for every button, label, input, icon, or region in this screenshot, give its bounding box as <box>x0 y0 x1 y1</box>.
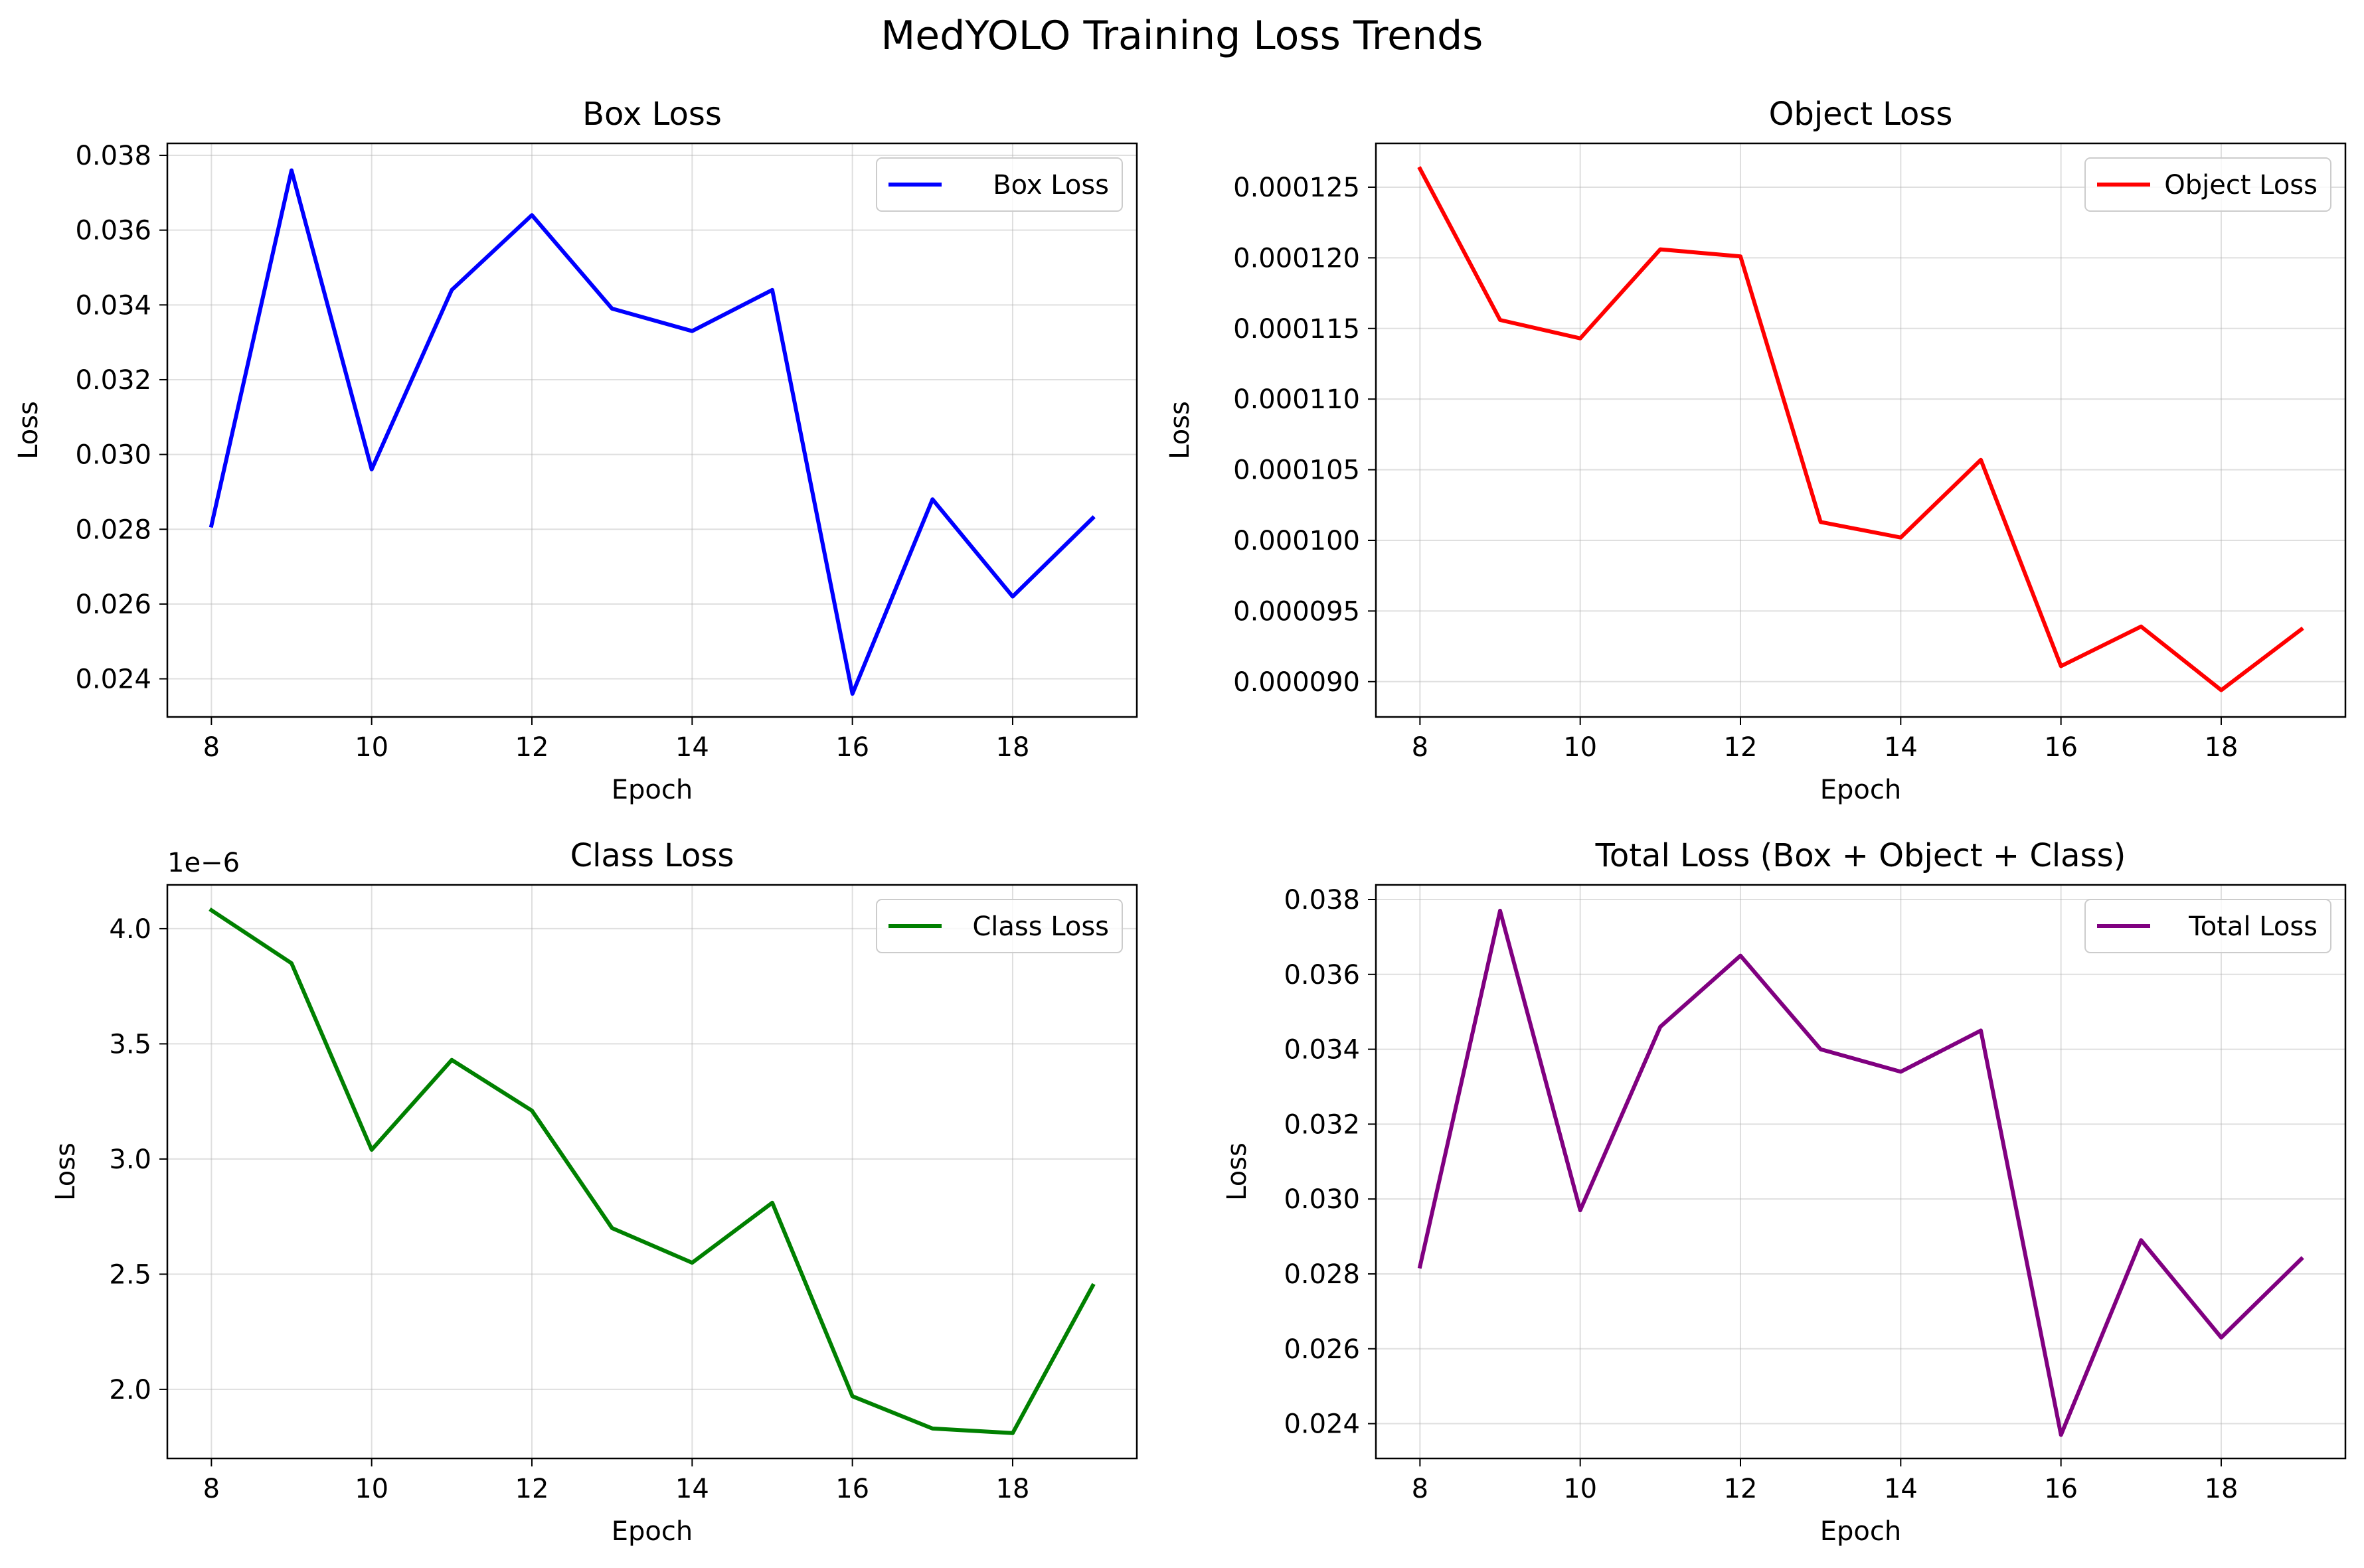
box-loss-series-line <box>209 168 1096 696</box>
x-tick-label: 12 <box>1724 1474 1758 1504</box>
x-tick-label: 12 <box>515 1474 549 1504</box>
y-tick-label: 0.036 <box>1284 960 1360 990</box>
box-loss-axes-frame <box>166 142 1138 718</box>
y-tick-label: 0.038 <box>1284 885 1360 915</box>
x-tick-label: 10 <box>355 1474 388 1504</box>
y-tick-label: 0.000090 <box>1233 667 1360 698</box>
y-tick-label: 4.0 <box>109 914 151 945</box>
object-loss-title: Object Loss <box>1769 96 1953 133</box>
x-tick-label: 8 <box>203 1474 220 1504</box>
legend-box <box>876 157 1123 212</box>
object-loss-y-axis-label: Loss <box>1165 401 1195 459</box>
x-tick-label: 8 <box>1412 1474 1428 1504</box>
y-tick-label: 0.038 <box>75 141 151 171</box>
y-tick-label: 0.030 <box>75 440 151 471</box>
total-loss-x-axis-label: Epoch <box>1820 1516 1901 1547</box>
y-tick-label: 2.5 <box>109 1259 151 1290</box>
x-tick-label: 16 <box>2044 1474 2078 1504</box>
legend-label: Total Loss <box>2188 911 2318 942</box>
object-loss-legend: Object Loss <box>2084 157 2331 212</box>
subplot-grid: 8 10 12 14 16 18 0.024 0.026 0.028 0.030 0.032 0.03… <box>13 96 2347 1547</box>
y-tick-label: 0.032 <box>1284 1109 1360 1140</box>
y-tick-label: 0.028 <box>75 514 151 545</box>
y-tick-label: 0.000095 <box>1233 596 1360 627</box>
x-tick-label: 18 <box>996 732 1030 763</box>
x-tick-label: 14 <box>1884 732 1918 763</box>
legend-box <box>2084 157 2331 212</box>
x-tick-label: 16 <box>2044 732 2078 763</box>
class-loss-axes-frame <box>166 884 1138 1460</box>
x-tick-label: 18 <box>2205 732 2238 763</box>
y-tick-label: 0.028 <box>1284 1259 1360 1290</box>
x-tick-label: 8 <box>1412 732 1428 763</box>
y-tick-label: 3.0 <box>109 1144 151 1175</box>
x-tick-label: 8 <box>203 732 220 763</box>
y-tick-label: 0.034 <box>75 290 151 321</box>
y-tick-label: 0.000115 <box>1233 314 1360 345</box>
class-loss-title: Class Loss <box>570 837 734 874</box>
y-tick-label: 0.030 <box>1284 1184 1360 1215</box>
y-tick-label: 0.000105 <box>1233 455 1360 486</box>
y-tick-label: 2.0 <box>109 1375 151 1405</box>
object-loss-series-line <box>1417 166 2304 692</box>
x-tick-label: 18 <box>996 1474 1030 1504</box>
box-loss-title: Box Loss <box>582 96 722 133</box>
x-tick-label: 18 <box>2205 1474 2238 1504</box>
class-loss-offset-label: 1e−6 <box>167 848 240 878</box>
y-tick-label: 0.034 <box>1284 1035 1360 1065</box>
class-loss-legend: Class Loss <box>876 899 1123 953</box>
x-tick-label: 10 <box>355 732 388 763</box>
y-tick-label: 0.000120 <box>1233 243 1360 274</box>
object-loss-panel: 8 10 12 14 16 18 0.000090 0.000095 0.000100 0.000… <box>1165 96 2347 805</box>
x-tick-label: 16 <box>835 732 869 763</box>
x-tick-label: 12 <box>1724 732 1758 763</box>
legend-label: Box Loss <box>993 170 1109 200</box>
y-tick-label: 0.026 <box>1284 1334 1360 1365</box>
y-tick-label: 3.5 <box>109 1029 151 1059</box>
y-tick-label: 0.036 <box>75 216 151 246</box>
legend-label: Object Loss <box>2164 170 2318 200</box>
total-loss-title: Total Loss (Box + Object + Class) <box>1595 837 2126 874</box>
total-loss-y-axis-label: Loss <box>1222 1142 1252 1201</box>
class-loss-series-line <box>209 907 1096 1435</box>
object-loss-axes-frame <box>1375 142 2347 718</box>
figure-title: MedYOLO Training Loss Trends <box>881 13 1483 59</box>
total-loss-axes-frame <box>1375 884 2347 1460</box>
box-loss-x-axis-label: Epoch <box>612 775 693 805</box>
x-tick-label: 16 <box>835 1474 869 1504</box>
class-loss-panel: 8 10 12 14 16 18 2.0 2.5 3.0 3.5 4.0 1e−6 Class Loss… <box>50 837 1138 1547</box>
y-tick-label: 0.024 <box>1284 1409 1360 1440</box>
legend-label: Class Loss <box>972 911 1109 942</box>
total-loss-legend: Total Loss <box>2084 899 2331 953</box>
total-loss-series-line <box>1417 908 2304 1437</box>
x-tick-label: 10 <box>1563 1474 1597 1504</box>
box-loss-y-axis-label: Loss <box>13 401 44 459</box>
y-tick-label: 0.026 <box>75 589 151 620</box>
class-loss-y-axis-label: Loss <box>50 1142 81 1201</box>
total-loss-panel: 8 10 12 14 16 18 0.024 0.026 0.028 0.030 0.032 0.03… <box>1222 837 2347 1547</box>
x-tick-label: 14 <box>675 732 709 763</box>
y-tick-label: 0.000125 <box>1233 173 1360 203</box>
legend-box <box>2084 899 2331 953</box>
x-tick-label: 12 <box>515 732 549 763</box>
x-tick-label: 10 <box>1563 732 1597 763</box>
object-loss-x-axis-label: Epoch <box>1820 775 1901 805</box>
y-tick-label: 0.000110 <box>1233 384 1360 415</box>
box-loss-panel: 8 10 12 14 16 18 0.024 0.026 0.028 0.030 0.032 0.03… <box>13 96 1138 805</box>
y-tick-label: 0.024 <box>75 665 151 695</box>
x-tick-label: 14 <box>1884 1474 1918 1504</box>
class-loss-x-axis-label: Epoch <box>612 1516 693 1547</box>
y-tick-label: 0.032 <box>75 365 151 396</box>
box-loss-legend: Box Loss <box>876 157 1123 212</box>
legend-box <box>876 899 1123 953</box>
y-tick-label: 0.000100 <box>1233 526 1360 556</box>
x-tick-label: 14 <box>675 1474 709 1504</box>
